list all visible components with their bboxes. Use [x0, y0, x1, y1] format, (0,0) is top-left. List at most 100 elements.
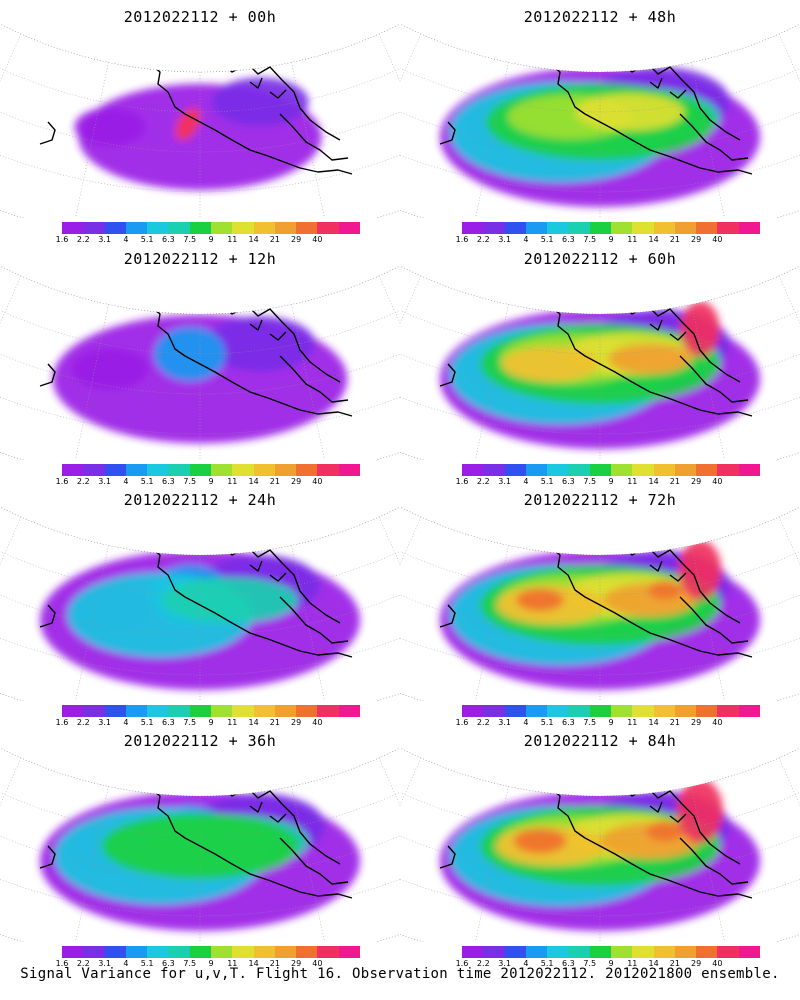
colorbar-tick-label: 5.1 [540, 718, 554, 727]
colorbar-tick-label: 3.1 [498, 959, 511, 968]
panel-title: 2012022112 + 72h [523, 491, 677, 509]
colorbar-tick-label: 7.5 [183, 235, 197, 244]
colorbar-tick-label: 29 [291, 477, 302, 486]
colorbar-swatch [210, 222, 233, 234]
variance-field-blob [204, 316, 316, 372]
colorbar-tick-label: 11 [627, 718, 638, 727]
colorbar-swatch [189, 705, 211, 717]
colorbar-tick-label: 40 [312, 235, 323, 244]
colorbar-tick-label: 29 [691, 718, 702, 727]
colorbar-swatch [125, 464, 148, 476]
panel-title: 2012022112 + 24h [123, 491, 277, 509]
colorbar-tick-label: 29 [691, 235, 702, 244]
colorbar-tick-label: 14 [248, 477, 259, 486]
colorbar-swatch [274, 705, 297, 717]
colorbar-tick-label: 4 [123, 477, 129, 486]
panel-title: 2012022112 + 48h [523, 8, 677, 26]
colorbar-tick-label: 2.2 [76, 477, 90, 486]
colorbar-labels: 1.6 2.2 3.1 4 5.1 6.3 7.5 9 11 14 21 29 40 [56, 235, 360, 246]
colorbar-swatch [253, 946, 275, 958]
colorbar-swatch [296, 705, 318, 717]
colorbar-tick-label: 2.2 [476, 477, 490, 486]
colorbar-swatch [717, 464, 739, 476]
colorbar-swatch [717, 705, 739, 717]
variance-field-blob [516, 588, 564, 612]
colorbar-swatch [232, 464, 254, 476]
colorbar-tick-label: 5.1 [140, 235, 154, 244]
colorbar-swatch [296, 464, 318, 476]
colorbar-tick-label: 21 [269, 718, 280, 727]
colorbar-swatch [62, 222, 84, 234]
colorbar-tick-label: 1.6 [455, 718, 469, 727]
colorbar-tick-label: 7.5 [583, 959, 597, 968]
colorbar-swatch [462, 705, 484, 717]
colorbar-labels: 1.6 2.2 3.1 4 5.1 6.3 7.5 9 11 14 21 29 40 [456, 959, 760, 970]
colorbar-tick-label: 7.5 [183, 959, 197, 968]
colorbar-tick-label: 6.3 [162, 718, 175, 727]
colorbar-tick-label: 5.1 [140, 718, 154, 727]
variance-map [400, 264, 800, 460]
colorbar-swatch [210, 464, 233, 476]
colorbar-tick-label: 29 [291, 235, 302, 244]
colorbar-swatch [125, 705, 148, 717]
variance-map [400, 505, 800, 701]
colorbar-swatch [589, 946, 611, 958]
variance-field-blob [74, 107, 146, 147]
colorbar-swatch [610, 946, 633, 958]
variance-map [0, 264, 400, 460]
variance-map [400, 746, 800, 942]
colorbar-swatch [189, 222, 211, 234]
colorbar-tick-label: 4 [523, 959, 529, 968]
colorbar-swatch [232, 705, 254, 717]
colorbar-swatch [525, 222, 548, 234]
variance-field-blob [677, 778, 723, 844]
colorbar-swatch [696, 946, 718, 958]
colorbar-tick-label: 29 [291, 718, 302, 727]
colorbar-swatch [589, 464, 611, 476]
colorbar-tick-label: 3.1 [498, 235, 511, 244]
colorbar-swatch [168, 464, 190, 476]
variance-peak [175, 107, 201, 141]
colorbar-tick-label: 1.6 [455, 477, 469, 486]
colorbar-tick-label: 14 [648, 235, 659, 244]
colorbar-swatch [717, 946, 739, 958]
colorbar-swatch [189, 464, 211, 476]
colorbar-tick-label: 1.6 [55, 959, 69, 968]
colorbar-swatch [62, 705, 84, 717]
colorbar-swatch [317, 705, 339, 717]
colorbar-tick-label: 2.2 [76, 235, 90, 244]
colorbar-labels: 1.6 2.2 3.1 4 5.1 6.3 7.5 9 11 14 21 29 40 [456, 718, 760, 729]
colorbar-tick-label: 4 [523, 235, 529, 244]
colorbar-tick-label: 21 [669, 959, 680, 968]
variance-field-blob [608, 343, 692, 375]
map-panel: 2012022112 + 84h 1.6 2.2 3.1 4 5.1 6.3 7.5 9 11 14… [400, 724, 800, 968]
colorbar-tick-label: 3.1 [98, 477, 111, 486]
colorbar-swatch [504, 464, 526, 476]
colorbar-tick-label: 9 [608, 235, 614, 244]
colorbar-tick-label: 5.1 [140, 959, 154, 968]
colorbar-tick-label: 21 [669, 477, 680, 486]
colorbar-tick-label: 3.1 [98, 235, 111, 244]
colorbar-tick-label: 6.3 [562, 959, 575, 968]
colorbar-swatch [717, 222, 739, 234]
variance-field-blob [154, 327, 226, 381]
colorbar-swatch [525, 946, 548, 958]
panel-title: 2012022112 + 00h [123, 8, 277, 26]
colorbar [62, 222, 360, 234]
colorbar-swatch [738, 222, 760, 234]
colorbar-swatch [568, 705, 590, 717]
colorbar-swatch [62, 946, 84, 958]
colorbar-tick-label: 3.1 [498, 477, 511, 486]
colorbar-swatch [104, 464, 126, 476]
colorbar-tick-label: 40 [312, 477, 323, 486]
variance-field-blob [678, 540, 722, 600]
colorbar-swatch [317, 464, 339, 476]
colorbar-swatch [147, 464, 169, 476]
colorbar-labels: 1.6 2.2 3.1 4 5.1 6.3 7.5 9 11 14 21 29 40 [56, 959, 360, 970]
colorbar-swatch [568, 946, 590, 958]
colorbar-swatch [674, 705, 697, 717]
colorbar-swatch [338, 705, 360, 717]
colorbar-tick-label: 6.3 [562, 718, 575, 727]
colorbar-swatch [317, 222, 339, 234]
colorbar-swatch [483, 464, 505, 476]
